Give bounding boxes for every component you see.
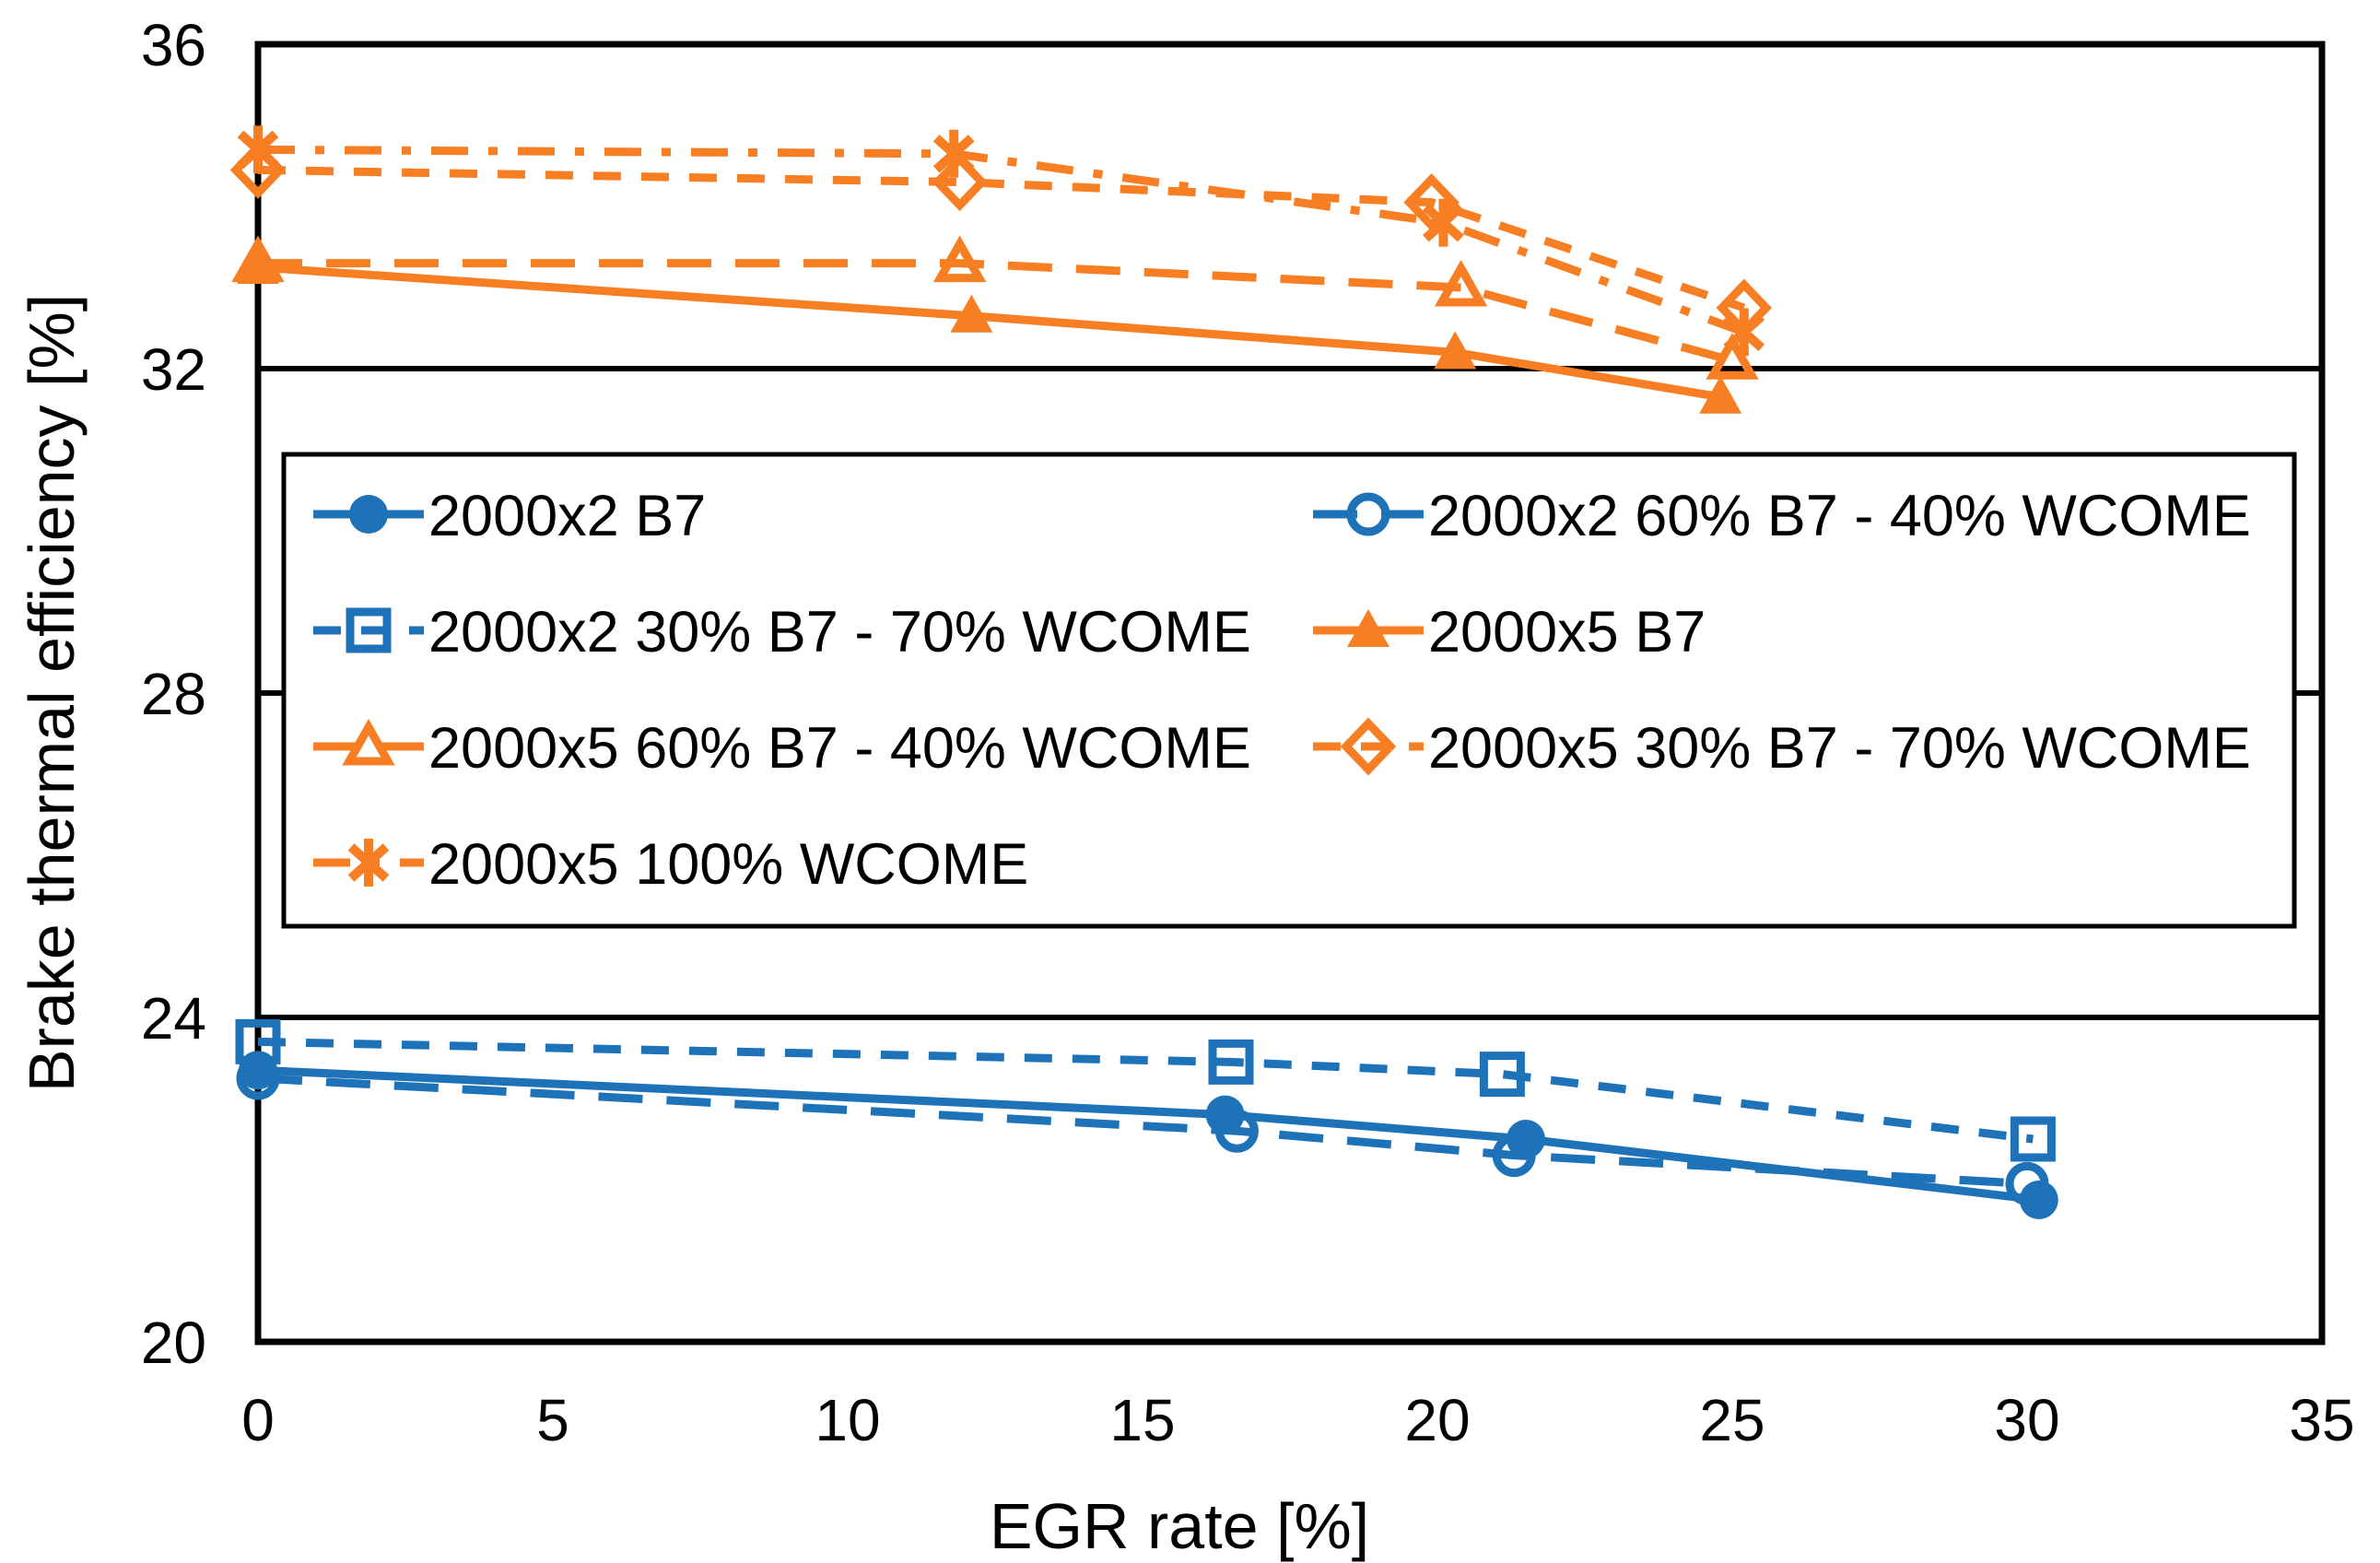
square-open-marker — [1479, 1052, 1525, 1098]
legend-item: 2000x5 B7 — [1313, 600, 1706, 664]
asterisk-marker — [347, 839, 390, 887]
series-line-3 — [257, 263, 1721, 402]
legend-box — [281, 452, 2297, 929]
y-tick-label: 24 — [141, 985, 206, 1052]
series-line-4 — [258, 259, 1734, 365]
asterisk-marker — [1723, 308, 1765, 357]
x-tick-label: 20 — [1404, 1387, 1470, 1453]
x-tick-label: 15 — [1109, 1387, 1175, 1453]
x-tick-label: 30 — [1994, 1387, 2059, 1453]
triangle-filled-marker — [1434, 331, 1477, 370]
triangle-open-marker — [932, 235, 987, 283]
y-tick-label: 28 — [141, 661, 206, 727]
circle-open-marker — [1346, 492, 1390, 536]
asterisk-marker — [932, 129, 975, 178]
y-tick-label: 32 — [141, 336, 206, 403]
legend-label: 2000x5 B7 — [1428, 600, 1706, 664]
y-tick-label: 36 — [141, 12, 206, 78]
legend-item: 2000x2 60% B7 - 40% WCOME — [1313, 484, 2251, 548]
plot-frame — [254, 41, 2326, 1346]
x-tick-label: 35 — [2289, 1387, 2354, 1453]
triangle-filled-marker — [1347, 609, 1389, 647]
y-axis-title: Brake thermal efficiency [%] — [16, 294, 88, 1092]
series-line-1 — [257, 1074, 2028, 1188]
legend-label: 2000x2 B7 — [428, 484, 706, 548]
legend-item: 2000x5 100% WCOME — [313, 832, 1028, 897]
series-line-6 — [257, 145, 1746, 336]
series-line-2 — [257, 1037, 2034, 1144]
legend-layer: 2000x2 B7 2000x2 60% B7 - 40% WCOME 2000x2… — [281, 452, 2297, 929]
series-line-5 — [257, 165, 1746, 312]
x-tick-label: 5 — [536, 1387, 569, 1453]
legend-item: 2000x2 B7 — [313, 484, 706, 548]
circle-filled-marker — [349, 495, 388, 534]
asterisk-marker — [237, 125, 279, 174]
series-lines-layer — [257, 145, 2040, 1205]
square-open-marker — [1208, 1039, 1254, 1085]
plot-frame-layer — [254, 41, 2326, 1346]
triangle-open-marker — [1434, 259, 1488, 307]
legend-label: 2000x2 60% B7 - 40% WCOME — [1428, 484, 2251, 548]
square-open-marker — [346, 607, 392, 653]
triangle-open-marker — [342, 718, 395, 766]
square-open-marker — [235, 1018, 281, 1064]
diamond-open-marker — [1340, 717, 1397, 776]
circle-open-marker — [1492, 1134, 1536, 1178]
tick-labels-layer: 20 24 28 32 36 0 5 10 15 20 25 30 35 — [141, 12, 2355, 1453]
x-axis-title: EGR rate [%] — [990, 1490, 1369, 1562]
x-tick-label: 25 — [1699, 1387, 1764, 1453]
legend-item: 2000x5 60% B7 - 40% WCOME — [313, 716, 1251, 781]
legend-item: 2000x2 30% B7 - 70% WCOME — [313, 600, 1251, 664]
triangle-open-marker — [1706, 333, 1759, 380]
legend-label: 2000x5 30% B7 - 70% WCOME — [1428, 716, 2251, 781]
diamond-open-marker — [1403, 173, 1460, 232]
legend-label: 2000x5 100% WCOME — [428, 832, 1028, 897]
triangle-filled-marker — [1699, 375, 1742, 414]
series-line-0 — [257, 1065, 2040, 1205]
legend-label: 2000x5 60% B7 - 40% WCOME — [428, 716, 1251, 781]
triangle-open-marker — [231, 235, 285, 283]
square-open-marker — [2010, 1116, 2056, 1162]
x-tick-label: 10 — [815, 1387, 880, 1453]
y-tick-label: 20 — [141, 1310, 206, 1376]
x-tick-label: 0 — [241, 1387, 275, 1453]
legend-label: 2000x2 30% B7 - 70% WCOME — [428, 600, 1251, 664]
diamond-open-marker — [932, 153, 988, 212]
circle-open-marker — [2005, 1161, 2049, 1205]
triangle-filled-marker — [950, 294, 993, 333]
legend-item: 2000x5 30% B7 - 70% WCOME — [1313, 716, 2251, 781]
asterisk-marker — [1423, 198, 1464, 247]
circle-open-marker — [1214, 1109, 1259, 1153]
series-markers-layer — [229, 125, 2058, 1219]
